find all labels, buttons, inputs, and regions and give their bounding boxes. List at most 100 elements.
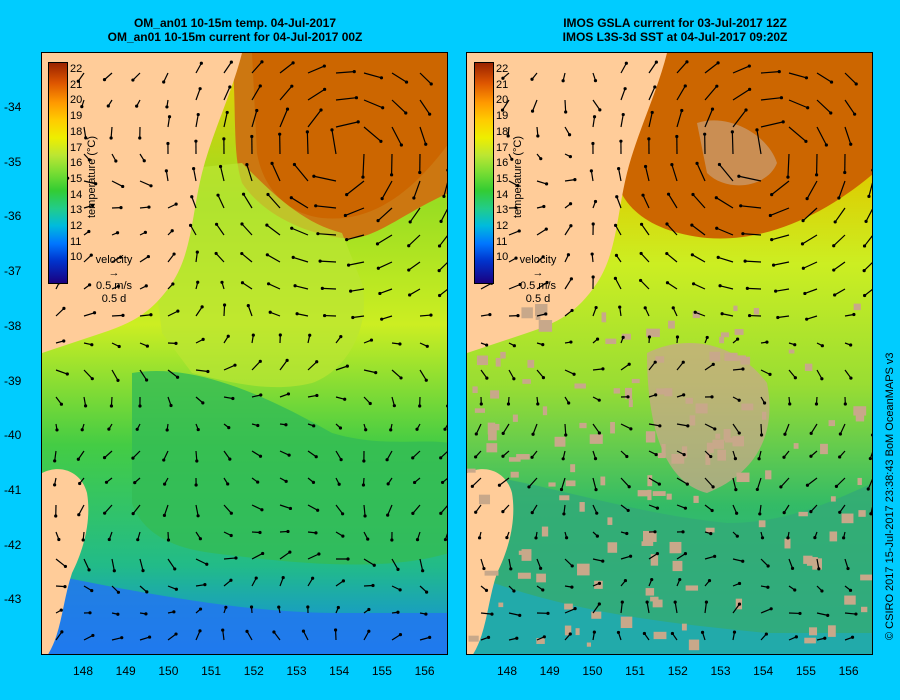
arrow-head [510,157,514,161]
no-data-patch [624,387,633,400]
arrow-head [512,589,516,593]
arrow-head [145,344,149,348]
no-data-patch [575,628,580,636]
no-data-patch [688,639,700,651]
arrow-head [135,427,139,431]
legend-value: 20 [70,94,83,107]
arrow-head [112,569,116,573]
x-tick-label: 155 [371,664,392,678]
x-tick-label: 156 [838,664,859,678]
arrow-head [849,343,853,347]
current-arrow-icon [363,126,382,142]
arrow-head [314,455,318,459]
x-tick-label: 152 [667,664,688,678]
current-arrow-icon [564,608,576,614]
arrow-head [323,313,327,318]
legend-value: 12 [70,220,83,233]
current-arrow-icon [408,234,421,247]
arrow-head [88,283,92,287]
current-arrow-icon [419,314,432,317]
arrow-head [372,563,376,567]
current-arrow-icon [807,477,818,486]
current-arrow-icon [816,612,828,616]
arrow-head [188,223,193,227]
current-arrow-icon [760,121,784,128]
arrow-head [564,536,569,540]
no-data-patch [643,530,657,542]
current-arrow-icon [864,235,872,247]
current-arrow-icon [788,369,796,379]
current-arrow-icon [532,423,538,435]
current-arrow-icon [293,164,309,182]
current-arrow-icon [335,121,359,128]
arrow-head [170,229,174,233]
arrow-head [173,567,177,571]
y-tick-label: -42 [4,537,22,552]
current-arrow-icon [646,602,650,614]
current-arrow-icon [195,558,208,565]
velocity-speed: 0.5 m/s [519,280,557,292]
no-data-patch [486,443,498,453]
arrow-head [163,482,167,486]
y-tick-label: -36 [4,209,22,224]
no-data-patch [736,472,750,483]
arrow-head [482,566,486,571]
arrow-head [194,139,198,143]
arrow-head [715,84,719,88]
current-arrow-icon [816,558,820,569]
no-data-patch [647,475,653,487]
arrow-head [352,70,356,74]
current-arrow-icon [110,126,113,139]
current-arrow-icon [279,504,291,510]
arrow-head [149,313,153,317]
current-arrow-icon [331,129,337,155]
current-arrow-icon [564,278,572,290]
current-arrow-icon [195,114,199,128]
arrow-head [386,513,390,517]
arrow-head [567,401,571,405]
current-arrow-icon [773,261,790,266]
current-arrow-icon [83,634,94,641]
arrow-head [595,534,599,538]
arrow-head [320,286,324,290]
no-data-patch [827,625,836,637]
no-data-patch [693,495,699,503]
arrow-head [381,106,385,110]
y-tick-label: -35 [4,154,22,169]
no-data-patch [653,631,667,640]
current-arrow-icon [243,193,253,209]
no-data-patch [535,315,541,320]
arrow-head [566,253,571,257]
arrow-head [786,536,790,540]
legend-value: 10 [70,251,83,264]
velocity-duration: 0.5 d [101,293,127,305]
arrow-head [228,85,232,89]
current-arrow-icon [867,478,872,490]
no-data-patch [804,637,816,644]
no-data-patch [512,414,518,422]
current-arrow-icon [816,126,827,146]
arrow-head [777,70,781,74]
arrow-head [229,511,233,515]
arrow-head [408,293,412,297]
arrow-head [741,367,745,371]
arrow-head [735,534,739,538]
arrow-head [418,170,422,175]
current-arrow-icon [190,225,197,236]
arrow-head [570,585,574,589]
no-data-patch [661,443,666,455]
arrow-head [172,610,176,614]
current-arrow-icon [560,477,566,490]
arrow-head [683,84,687,88]
current-arrow-icon [668,193,678,209]
arrow-head [854,82,858,86]
current-arrow-icon [195,306,203,317]
current-arrow-icon [592,423,600,434]
arrow-head [693,310,697,314]
current-arrow-icon [676,477,688,485]
arrow-head [194,483,198,487]
arrow-head [84,136,88,140]
y-tick-label: -39 [4,373,22,388]
no-data-patch [828,420,836,427]
arrow-head [570,564,574,568]
